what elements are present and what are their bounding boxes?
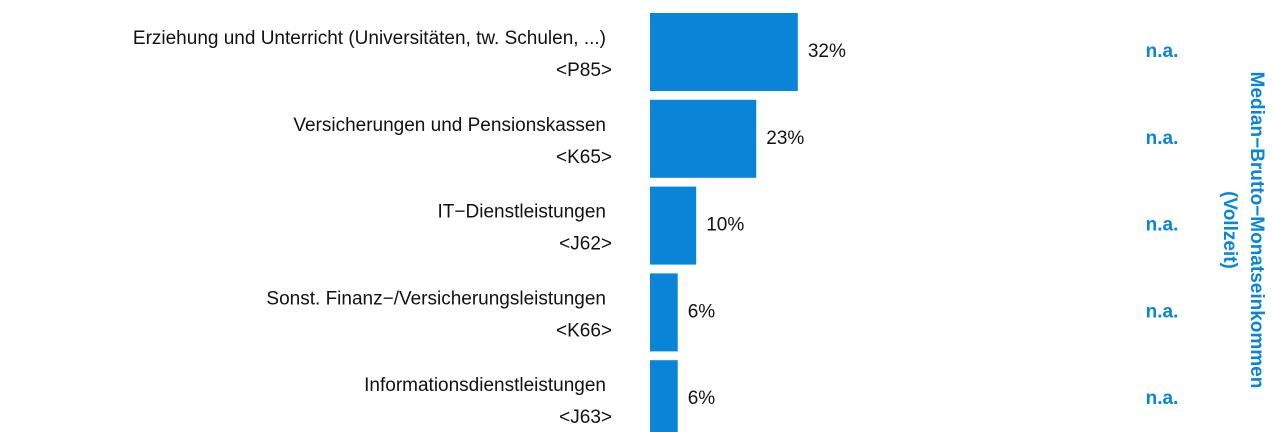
side-value: n.a. (1146, 128, 1179, 149)
category-label: Sonst. Finanz−/Versicherungsleistungen (266, 288, 606, 309)
side-value: n.a. (1146, 41, 1179, 62)
bar (650, 13, 798, 91)
category-label: Versicherungen und Pensionskassen (293, 115, 606, 136)
bar (650, 360, 678, 432)
value-label: 23% (766, 128, 804, 149)
bar (650, 99, 757, 178)
value-label: 6% (688, 388, 716, 409)
category-code: <K66> (556, 320, 612, 341)
value-label: 6% (688, 301, 716, 322)
side-label: Median−Brutto−Monatseinkommen (1246, 72, 1267, 389)
category-code: <J62> (559, 234, 612, 255)
bar (650, 186, 697, 265)
category-code: <J63> (559, 407, 612, 428)
category-label: Informationsdienstleistungen (364, 375, 606, 396)
value-label: 10% (706, 215, 744, 236)
bar (650, 273, 678, 352)
side-value: n.a. (1146, 388, 1179, 409)
category-code: <K65> (556, 147, 612, 168)
category-label: Erziehung und Unterricht (Universitäten,… (133, 28, 606, 49)
side-label: (Vollzeit) (1219, 191, 1240, 269)
category-code: <P85> (556, 60, 612, 81)
value-label: 32% (808, 41, 846, 62)
side-value: n.a. (1146, 215, 1179, 236)
category-label: IT−Dienstleistungen (438, 202, 606, 223)
side-value: n.a. (1146, 301, 1179, 322)
